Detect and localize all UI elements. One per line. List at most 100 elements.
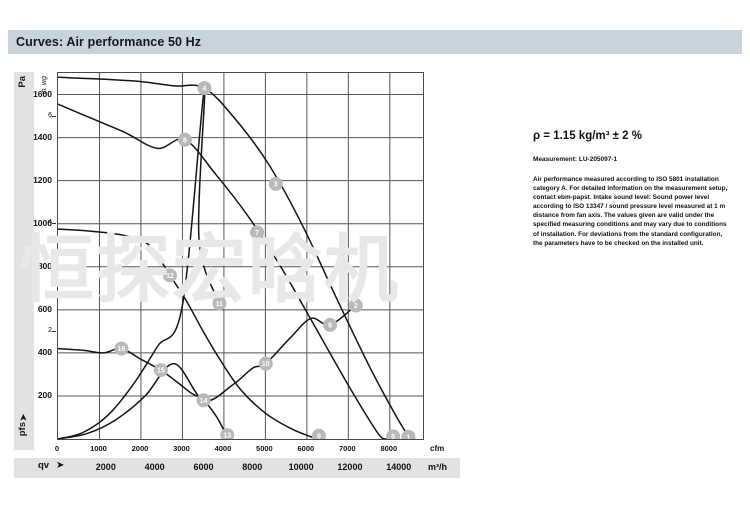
y-tick-label: 1000: [33, 217, 52, 228]
marker-label: 16: [118, 346, 126, 353]
marker-circle: [177, 132, 192, 147]
x-tick-label: 7000: [338, 444, 356, 453]
performance-curve: [58, 228, 320, 439]
curve-marker[interactable]: 14: [196, 393, 211, 408]
curve-marker[interactable]: 10: [258, 356, 273, 371]
y-tick-label: 200: [37, 389, 52, 400]
marker-label: 14: [200, 398, 208, 405]
performance-curve: [58, 347, 228, 439]
curve-marker[interactable]: 2: [348, 298, 363, 313]
curve-marker[interactable]: 16: [114, 341, 129, 356]
marker-circle: [401, 429, 416, 439]
y-axis-bottom-label: pfs: [17, 422, 28, 437]
marker-label: 12: [166, 273, 174, 280]
x-tick-label-secondary: 10000: [288, 462, 314, 472]
marker-circle: [250, 225, 265, 240]
y-tick-label-secondary: 6: [48, 112, 52, 120]
curve-marker[interactable]: 5: [386, 429, 401, 439]
marker-circle: [311, 428, 326, 439]
marker-circle: [153, 363, 168, 378]
marker-circle: [386, 429, 401, 439]
marker-label: 1: [407, 434, 411, 439]
marker-label: 4: [202, 86, 206, 93]
curve-marker[interactable]: 11: [212, 296, 227, 311]
marker-label: 10: [262, 361, 270, 368]
x-tick-label-secondary: 12000: [337, 462, 363, 472]
y-tick-label-secondary: 2: [48, 326, 52, 334]
marker-label: 6: [328, 322, 332, 329]
x-axis-unit-label: cfm: [430, 444, 445, 453]
density-spec: ρ = 1.15 kg/m³ ± 2 %: [533, 130, 642, 142]
y-tick-label: 600: [37, 303, 52, 314]
air-performance-chart: Pa in. wg pfs ➤ 200 400 600 800 1000 1200 1400…: [0, 60, 470, 485]
performance-curve: [58, 76, 412, 439]
y-axis-band: [14, 72, 34, 450]
x-tick-label: 0: [54, 444, 60, 453]
curve-marker[interactable]: 6: [323, 317, 338, 332]
performance-curve: [58, 103, 387, 439]
marker-circle: [348, 298, 363, 313]
x-tick-label-secondary: 8000: [242, 462, 263, 472]
y-tick-label: 1200: [33, 174, 52, 185]
x-tick-label: 4000: [214, 444, 232, 453]
curve-marker[interactable]: 4: [197, 81, 212, 96]
y-axis-arrow-icon: ➤: [18, 413, 30, 422]
marker-label: 15: [157, 368, 165, 375]
y-tick-mark-secondary: [52, 116, 56, 118]
curve-marker[interactable]: 3: [268, 176, 283, 191]
curve-marker[interactable]: 8: [177, 132, 192, 147]
curve-marker[interactable]: 13: [220, 428, 235, 439]
curve-marker[interactable]: 9: [311, 428, 326, 439]
x-tick-label: 1000: [90, 444, 107, 453]
performance-curve: [58, 304, 357, 439]
x-tick-label: 3000: [173, 444, 190, 453]
x-tick-label: 5000: [256, 444, 273, 453]
x-axis-secondary-unit-label: m³/h: [428, 462, 447, 472]
y-tick-label-secondary: 4: [48, 219, 52, 227]
marker-label: 13: [223, 433, 231, 439]
x-tick-label-secondary: 6000: [193, 462, 214, 472]
marker-circle: [212, 296, 227, 311]
curve-marker[interactable]: 12: [162, 268, 177, 283]
curve-marker[interactable]: 7: [250, 225, 265, 240]
y-tick-mark-secondary: [52, 223, 56, 225]
curve-marker[interactable]: 15: [153, 363, 168, 378]
marker-circle: [162, 268, 177, 283]
page-title: Curves: Air performance 50 Hz: [16, 35, 202, 49]
x-axis-symbol-label: qv: [38, 460, 50, 471]
marker-circle: [114, 341, 129, 356]
specifications-panel: ρ = 1.15 kg/m³ ± 2 % Measurement: LU-205…: [533, 130, 733, 248]
marker-label: 5: [391, 434, 395, 439]
x-tick-label-secondary: 2000: [95, 462, 116, 472]
marker-circle: [220, 428, 235, 439]
performance-curve: [58, 86, 221, 439]
x-tick-label: 6000: [297, 444, 315, 453]
marker-label: 3: [274, 181, 278, 188]
marker-circle: [268, 176, 283, 191]
y-tick-label: 400: [37, 346, 52, 357]
x-tick-label: 8000: [380, 444, 398, 453]
y-tick-mark-secondary: [52, 330, 56, 332]
x-axis-arrow-icon: ➤: [56, 460, 65, 471]
y-tick-label: 1600: [33, 88, 52, 99]
y-tick-label: 800: [37, 260, 52, 271]
marker-label: 11: [216, 301, 224, 308]
measurement-note: Air performance measured according to IS…: [533, 176, 728, 247]
x-tick-label: 2000: [131, 444, 149, 453]
marker-label: 2: [354, 303, 358, 310]
y-tick-label: 1400: [33, 131, 52, 142]
marker-circle: [196, 393, 211, 408]
plot-area: 1 2 3 4 5 6 7 8 9 10 11 12 13 14 15 16: [57, 72, 424, 440]
marker-circle: [197, 81, 212, 96]
marker-circle: [258, 356, 273, 371]
marker-label: 8: [183, 137, 187, 144]
x-tick-label-secondary: 4000: [144, 462, 165, 472]
measurement-id: Measurement: LU-205097-1: [533, 156, 618, 163]
marker-label: 9: [317, 433, 321, 439]
curve-marker[interactable]: 1: [401, 429, 416, 439]
marker-circle: [323, 317, 338, 332]
y-axis-unit-label: Pa: [17, 76, 28, 88]
marker-label: 7: [255, 230, 259, 237]
x-tick-label-secondary: 14000: [386, 462, 412, 472]
